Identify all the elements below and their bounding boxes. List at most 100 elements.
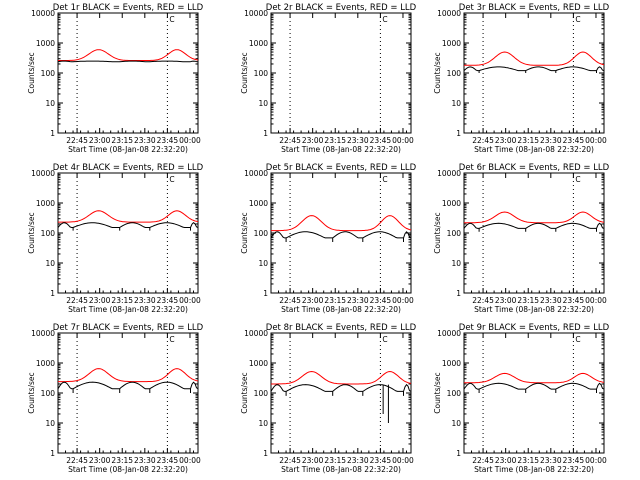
y-tick-label: 100: [254, 389, 269, 398]
x-tick-label: 23:00: [302, 136, 324, 145]
y-tick-label: 1000: [36, 39, 55, 48]
panel-3: Det 3r BLACK = Events, RED = LLD C 1 10 100 1…: [433, 3, 610, 154]
y-axis-label: Counts/sec: [433, 212, 442, 253]
marker-label: C: [382, 175, 387, 184]
x-tick-label: 23:30: [134, 296, 156, 305]
y-tick-label: 1: [456, 449, 461, 458]
lld-series-line: [58, 210, 199, 223]
x-tick-label: 23:30: [540, 456, 562, 465]
x-tick-label: 22:45: [472, 136, 494, 145]
x-tick-label: 23:00: [89, 456, 111, 465]
x-tick-label: 23:15: [324, 456, 346, 465]
x-tick-label: 22:45: [279, 296, 301, 305]
x-tick-label: 00:00: [585, 296, 607, 305]
x-tick-label: 22:45: [472, 296, 494, 305]
y-tick-label: 10: [258, 99, 268, 108]
y-tick-label: 10: [45, 419, 55, 428]
x-tick-label: 00:00: [392, 136, 414, 145]
y-tick-label: 100: [41, 229, 56, 238]
y-tick-label: 100: [447, 389, 462, 398]
marker-label: C: [169, 335, 174, 344]
panel-8: Det 8r BLACK = Events, RED = LLD C 1 10 100 1…: [240, 323, 417, 474]
lld-series-line: [271, 215, 412, 232]
y-axis-label: Counts/sec: [240, 52, 249, 93]
plot-frame: [57, 12, 199, 134]
events-series-line: [463, 66, 605, 73]
x-tick-label: 23:00: [89, 296, 111, 305]
y-tick-label: 1: [50, 449, 55, 458]
marker-label: C: [575, 335, 580, 344]
x-tick-label: 23:00: [302, 456, 324, 465]
x-tick-label: 00:00: [392, 456, 414, 465]
panel-title: Det 6r BLACK = Events, RED = LLD: [459, 163, 610, 173]
marker-label: C: [169, 175, 174, 184]
marker-label: C: [575, 175, 580, 184]
y-tick-label: 10000: [31, 329, 55, 338]
y-tick-label: 100: [254, 69, 269, 78]
x-tick-label: 00:00: [179, 456, 201, 465]
x-axis-label: Start Time (08-Jan-08 22:32:20): [281, 145, 401, 154]
x-tick-label: 23:15: [517, 456, 539, 465]
panel-title: Det 1r BLACK = Events, RED = LLD: [53, 3, 204, 13]
panel-1: Det 1r BLACK = Events, RED = LLD C 1 10 100 1…: [27, 3, 204, 154]
x-tick-label: 23:45: [157, 136, 179, 145]
x-tick-label: 23:30: [347, 456, 369, 465]
x-tick-label: 23:15: [111, 296, 133, 305]
x-tick-label: 23:30: [347, 296, 369, 305]
y-tick-label: 10000: [31, 9, 55, 18]
x-tick-label: 00:00: [585, 136, 607, 145]
y-tick-label: 1000: [249, 199, 268, 208]
x-axis-label: Start Time (08-Jan-08 22:32:20): [474, 145, 594, 154]
x-axis-label: Start Time (08-Jan-08 22:32:20): [68, 305, 188, 314]
y-tick-label: 10000: [244, 329, 268, 338]
y-tick-label: 1: [456, 129, 461, 138]
lld-series-line: [58, 368, 199, 383]
x-tick-label: 23:45: [370, 296, 392, 305]
x-tick-label: 23:15: [324, 296, 346, 305]
marker-label: C: [169, 15, 174, 24]
y-tick-label: 1000: [249, 39, 268, 48]
panel-title: Det 5r BLACK = Events, RED = LLD: [266, 163, 417, 173]
y-tick-label: 10000: [437, 169, 461, 178]
x-tick-label: 23:00: [495, 296, 517, 305]
y-tick-label: 100: [447, 229, 462, 238]
y-tick-label: 1000: [36, 359, 55, 368]
y-tick-label: 10000: [244, 169, 268, 178]
y-axis-label: Counts/sec: [433, 52, 442, 93]
x-tick-label: 23:00: [302, 296, 324, 305]
panel-7: Det 7r BLACK = Events, RED = LLD C 1 10 100 1…: [27, 323, 204, 474]
y-tick-label: 1: [263, 449, 268, 458]
plot-frame: [270, 12, 412, 134]
events-series-line: [463, 222, 605, 232]
marker-label: C: [575, 15, 580, 24]
events-series-line: [57, 222, 199, 231]
x-tick-label: 23:30: [540, 296, 562, 305]
plot-frame: [57, 332, 199, 454]
x-tick-label: 23:15: [111, 136, 133, 145]
lld-series-line: [464, 51, 605, 66]
y-tick-label: 1000: [442, 39, 461, 48]
panel-5: Det 5r BLACK = Events, RED = LLD C 1 10 100 1…: [240, 163, 417, 314]
x-axis-label: Start Time (08-Jan-08 22:32:20): [474, 305, 594, 314]
x-tick-label: 23:45: [157, 296, 179, 305]
panel-9: Det 9r BLACK = Events, RED = LLD C 1 10 100 1…: [433, 323, 610, 474]
y-tick-label: 10000: [244, 9, 268, 18]
lld-series-line: [271, 370, 412, 385]
plot-frame: [463, 172, 605, 294]
y-axis-label: Counts/sec: [240, 212, 249, 253]
y-tick-label: 10: [45, 99, 55, 108]
plot-frame: [463, 12, 605, 134]
x-tick-label: 23:15: [517, 296, 539, 305]
events-series-line: [463, 382, 605, 393]
panel-title: Det 4r BLACK = Events, RED = LLD: [53, 163, 204, 173]
y-tick-label: 10000: [437, 9, 461, 18]
x-tick-label: 23:00: [495, 456, 517, 465]
y-tick-label: 100: [41, 389, 56, 398]
panel-title: Det 8r BLACK = Events, RED = LLD: [266, 323, 417, 333]
x-tick-label: 23:45: [370, 136, 392, 145]
y-tick-label: 100: [447, 69, 462, 78]
events-series-line: [57, 381, 199, 393]
x-tick-label: 22:45: [472, 456, 494, 465]
y-tick-label: 10: [258, 259, 268, 268]
